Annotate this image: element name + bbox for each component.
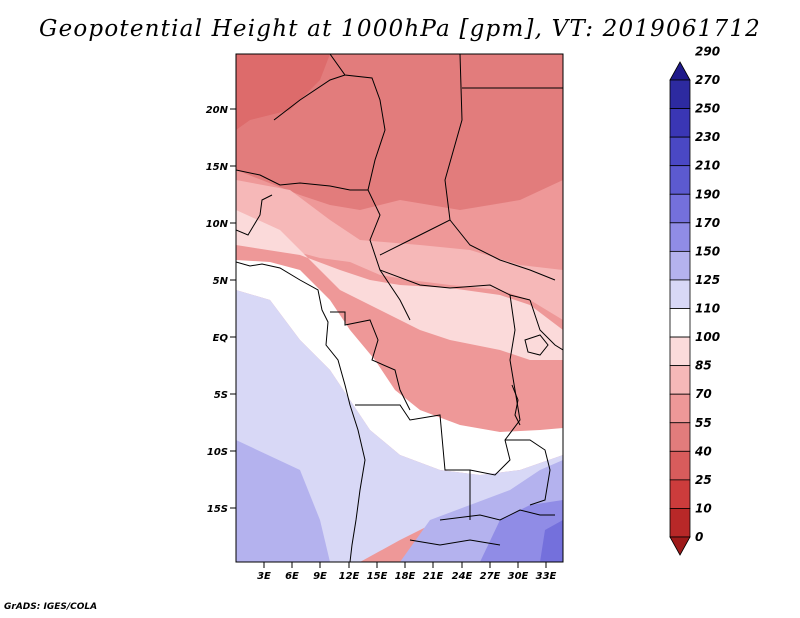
lon-label: 12E (339, 571, 360, 582)
height-field (236, 54, 563, 562)
colorbar-segment (669, 108, 691, 138)
colorbar-segment (669, 508, 691, 538)
colorbar-segment (669, 422, 691, 452)
lat-label: 5N (213, 276, 229, 287)
field-band-190 (540, 520, 563, 562)
border-zambia (439, 509, 555, 521)
colorbar-segment (669, 79, 691, 109)
colorbar-segment (669, 279, 691, 309)
colorbar-label: 230 (695, 130, 720, 144)
field-band-125 (236, 290, 563, 562)
lat-label: 10N (206, 219, 229, 230)
lat-label: 15N (206, 162, 229, 173)
border-car-south (379, 269, 531, 301)
colorbar-segment (669, 365, 691, 395)
colorbar-segment (669, 308, 691, 338)
colorbar-label: 70 (695, 387, 712, 401)
lon-label: 3E (257, 571, 271, 582)
border-congo (330, 311, 411, 411)
field-band-150-west (236, 440, 330, 562)
border-car-north (449, 219, 556, 281)
lon-label: 27E (480, 571, 501, 582)
colorbar-label: 55 (695, 416, 712, 430)
colorbar-label: 250 (695, 102, 720, 116)
colorbar-label: 170 (695, 216, 720, 230)
lat-axis: 20N 15N 10N 5N EQ 5S 10S 15S (206, 105, 236, 515)
field-band-100 (236, 210, 563, 360)
border-namibia (409, 539, 501, 546)
lon-label: 21E (423, 571, 444, 582)
lon-axis: 3E 6E 9E 12E 15E 18E 21E 24E 27E 30E 33E (257, 562, 557, 582)
colorbar-label: 190 (695, 187, 720, 201)
border-malawi (505, 439, 551, 506)
border-niger-north (273, 74, 346, 121)
lon-label: 33E (536, 571, 557, 582)
lon-label: 9E (313, 571, 327, 582)
colorbar-segment (669, 250, 691, 281)
colorbar-segment (669, 336, 691, 367)
lat-label: 10S (207, 447, 228, 458)
colorbar-segment (669, 393, 691, 424)
colorbar-label: 85 (695, 359, 712, 373)
colorbar-segment (669, 61, 691, 81)
colorbar-label: 150 (695, 244, 720, 258)
border-benin (236, 194, 273, 236)
lon-label: 30E (508, 571, 529, 582)
border-drc-east (469, 294, 521, 476)
field-band-110 (236, 260, 563, 475)
colorbar: 2902702502302101901701501251101008570554… (669, 44, 720, 556)
colorbar-segment (669, 536, 691, 556)
colorbar-segment (669, 136, 691, 167)
colorbar-label: 290 (695, 44, 720, 58)
lake-victoria (524, 334, 549, 356)
colorbar-segment (669, 222, 691, 252)
border-uganda (529, 299, 563, 351)
colorbar-label: 210 (695, 159, 720, 173)
grads-credit: GrADS: IGES/COLA (4, 602, 98, 612)
field-band-55 (236, 54, 563, 210)
lake-tanganyika (511, 384, 521, 426)
colorbar-label: 125 (695, 273, 720, 287)
colorbar-segment (669, 450, 691, 481)
colorbar-segment (669, 479, 691, 509)
colorbar-segment (669, 165, 691, 195)
lon-label: 15E (367, 571, 388, 582)
chart-title: Geopotential Height at 1000hPa [gpm], VT… (39, 16, 761, 42)
lat-label: 20N (206, 105, 229, 116)
lat-label: EQ (213, 333, 229, 344)
field-band-40 (236, 54, 330, 130)
colorbar-label: 100 (695, 330, 720, 344)
lon-label: 6E (285, 571, 299, 582)
border-nigeria-north (236, 169, 368, 191)
lat-label: 15S (207, 504, 228, 515)
colorbar-segment (669, 193, 691, 224)
colorbar-label: 40 (694, 444, 712, 458)
colorbar-label: 110 (695, 302, 720, 316)
colorbar-label: 270 (695, 73, 720, 87)
colorbar-label: 25 (695, 473, 712, 487)
colorbar-label: 0 (695, 530, 703, 544)
boundaries (236, 54, 563, 562)
lon-label: 24E (452, 571, 473, 582)
field-band-85 (236, 180, 563, 320)
lon-label: 18E (395, 571, 416, 582)
map-frame (235, 53, 564, 563)
coastline-west (236, 261, 366, 562)
border-chad-west (329, 54, 411, 321)
lat-label: 5S (214, 390, 228, 401)
colorbar-label: 10 (695, 501, 712, 515)
